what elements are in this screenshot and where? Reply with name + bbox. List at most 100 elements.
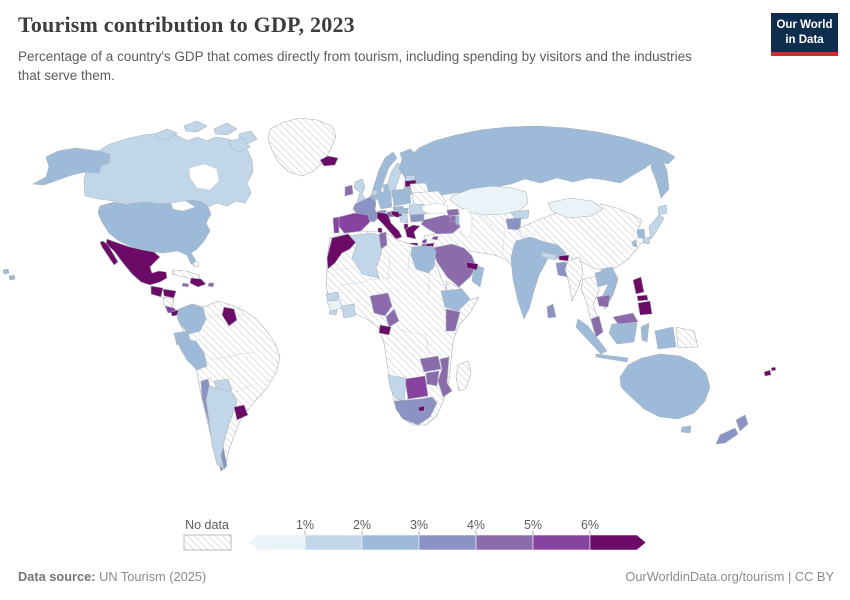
country-philippines-luzon[interactable] bbox=[632, 276, 645, 295]
country-greece[interactable] bbox=[404, 224, 421, 240]
legend-bin-0[interactable] bbox=[248, 534, 306, 551]
legend-bin-3[interactable] bbox=[418, 534, 477, 551]
country-papua-new-guinea[interactable] bbox=[675, 326, 699, 349]
country-sri-lanka[interactable] bbox=[546, 303, 557, 319]
country-egypt[interactable] bbox=[410, 245, 437, 274]
country-nigeria[interactable] bbox=[369, 292, 393, 317]
country-malaysia-peninsula[interactable] bbox=[590, 315, 604, 338]
country-finland[interactable] bbox=[398, 148, 418, 180]
country-nicaragua[interactable] bbox=[162, 296, 175, 309]
country-fiji-island[interactable] bbox=[770, 366, 777, 372]
country-guyana[interactable] bbox=[221, 306, 238, 327]
country-hawaii[interactable] bbox=[2, 268, 10, 275]
legend-bin-6[interactable] bbox=[589, 534, 647, 551]
country-cyprus[interactable] bbox=[431, 235, 439, 241]
legend-bin-1[interactable] bbox=[304, 534, 363, 551]
country-indonesia-papua[interactable] bbox=[654, 326, 677, 350]
country-portugal[interactable] bbox=[332, 216, 340, 234]
country-australia-tasmania[interactable] bbox=[680, 425, 692, 434]
footer-license-link[interactable]: CC BY bbox=[794, 569, 834, 584]
country-india[interactable] bbox=[510, 236, 567, 320]
country-japan-honshu[interactable] bbox=[648, 214, 665, 240]
legend-no-data-swatch[interactable] bbox=[183, 534, 232, 551]
country-canada-island[interactable] bbox=[183, 120, 208, 133]
country-denmark[interactable] bbox=[382, 183, 390, 192]
country-zimbabwe[interactable] bbox=[425, 370, 440, 387]
country-tunisia[interactable] bbox=[378, 231, 388, 250]
country-canada[interactable] bbox=[83, 132, 254, 208]
country-mozambique[interactable] bbox=[437, 356, 453, 398]
country-united-arab-emirates[interactable] bbox=[465, 261, 479, 271]
country-gabon[interactable] bbox=[378, 324, 392, 336]
country-russia-kamchatka[interactable] bbox=[650, 156, 670, 199]
country-zambia[interactable] bbox=[419, 355, 442, 373]
country-dominican-republic[interactable] bbox=[189, 277, 207, 288]
country-sierra-leone[interactable] bbox=[328, 309, 338, 316]
country-cameroon[interactable] bbox=[385, 308, 400, 328]
country-south-korea[interactable] bbox=[636, 228, 646, 239]
country-canada-island[interactable] bbox=[213, 122, 238, 136]
country-serbia[interactable] bbox=[398, 214, 409, 224]
country-ethiopia[interactable] bbox=[440, 288, 471, 312]
country-poland[interactable] bbox=[391, 188, 412, 207]
country-new-zealand-south[interactable] bbox=[715, 427, 739, 445]
country-bahamas[interactable] bbox=[192, 261, 200, 268]
country-iceland[interactable] bbox=[319, 155, 339, 167]
country-russia[interactable] bbox=[404, 125, 676, 198]
country-kyrgyzstan[interactable] bbox=[512, 209, 530, 221]
country-indonesia-java[interactable] bbox=[595, 353, 629, 363]
country-lesotho[interactable] bbox=[417, 405, 426, 412]
country-south-africa[interactable] bbox=[393, 396, 438, 426]
country-oman[interactable] bbox=[471, 264, 485, 288]
country-hawaii[interactable] bbox=[8, 274, 16, 281]
country-kenya[interactable] bbox=[445, 308, 461, 332]
country-uruguay[interactable] bbox=[233, 404, 249, 421]
country-cambodia[interactable] bbox=[596, 294, 611, 308]
country-indonesia-borneo[interactable] bbox=[608, 322, 638, 345]
country-namibia[interactable] bbox=[387, 374, 407, 402]
country-puerto-rico[interactable] bbox=[207, 282, 215, 288]
country-colombia[interactable] bbox=[176, 303, 207, 335]
country-australia[interactable] bbox=[619, 353, 711, 420]
country-bulgaria[interactable] bbox=[409, 213, 425, 223]
country-alaska[interactable] bbox=[32, 147, 111, 186]
country-algeria[interactable] bbox=[349, 232, 383, 279]
legend-bin-5[interactable] bbox=[532, 534, 591, 551]
country-ireland[interactable] bbox=[344, 184, 354, 197]
country-armenia[interactable] bbox=[449, 215, 457, 223]
country-nepal[interactable] bbox=[540, 251, 558, 261]
country-romania[interactable] bbox=[408, 203, 426, 216]
country-bhutan[interactable] bbox=[558, 254, 570, 262]
legend-bin-2[interactable] bbox=[361, 534, 420, 551]
country-new-zealand-north[interactable] bbox=[735, 414, 749, 432]
country-spain[interactable] bbox=[337, 212, 371, 235]
country-georgia[interactable] bbox=[446, 208, 460, 217]
country-germany[interactable] bbox=[377, 190, 393, 210]
country-indonesia-sumatra[interactable] bbox=[575, 318, 608, 355]
legend-bin-4[interactable] bbox=[475, 534, 534, 551]
country-lebanon[interactable] bbox=[421, 238, 428, 244]
country-guatemala[interactable] bbox=[150, 285, 164, 298]
country-united-states[interactable] bbox=[97, 199, 212, 266]
country-italy[interactable] bbox=[376, 211, 403, 240]
country-netherlands[interactable] bbox=[371, 189, 378, 196]
country-indonesia-sulawesi[interactable] bbox=[640, 322, 650, 343]
country-malaysia-borneo[interactable] bbox=[612, 312, 639, 325]
country-taiwan[interactable] bbox=[631, 239, 638, 248]
country-mexico[interactable] bbox=[105, 238, 168, 286]
country-mongolia[interactable] bbox=[547, 197, 604, 219]
country-peru[interactable] bbox=[177, 338, 208, 371]
country-jamaica[interactable] bbox=[181, 282, 190, 288]
country-mexico-baja[interactable] bbox=[99, 240, 119, 266]
country-philippines-visayas[interactable] bbox=[636, 294, 649, 302]
owid-logo[interactable]: Our World in Data bbox=[771, 13, 838, 56]
country-japan-hokkaido[interactable] bbox=[657, 204, 668, 216]
country-greenland[interactable] bbox=[267, 117, 337, 177]
country-honduras[interactable] bbox=[162, 288, 177, 299]
country-argentina[interactable] bbox=[205, 385, 238, 470]
country-botswana[interactable] bbox=[404, 375, 429, 400]
country-ivory-coast[interactable] bbox=[340, 303, 356, 319]
country-philippines-mindanao[interactable] bbox=[637, 300, 653, 316]
country-senegal[interactable] bbox=[325, 291, 340, 302]
country-canada-baffin[interactable] bbox=[228, 137, 251, 153]
